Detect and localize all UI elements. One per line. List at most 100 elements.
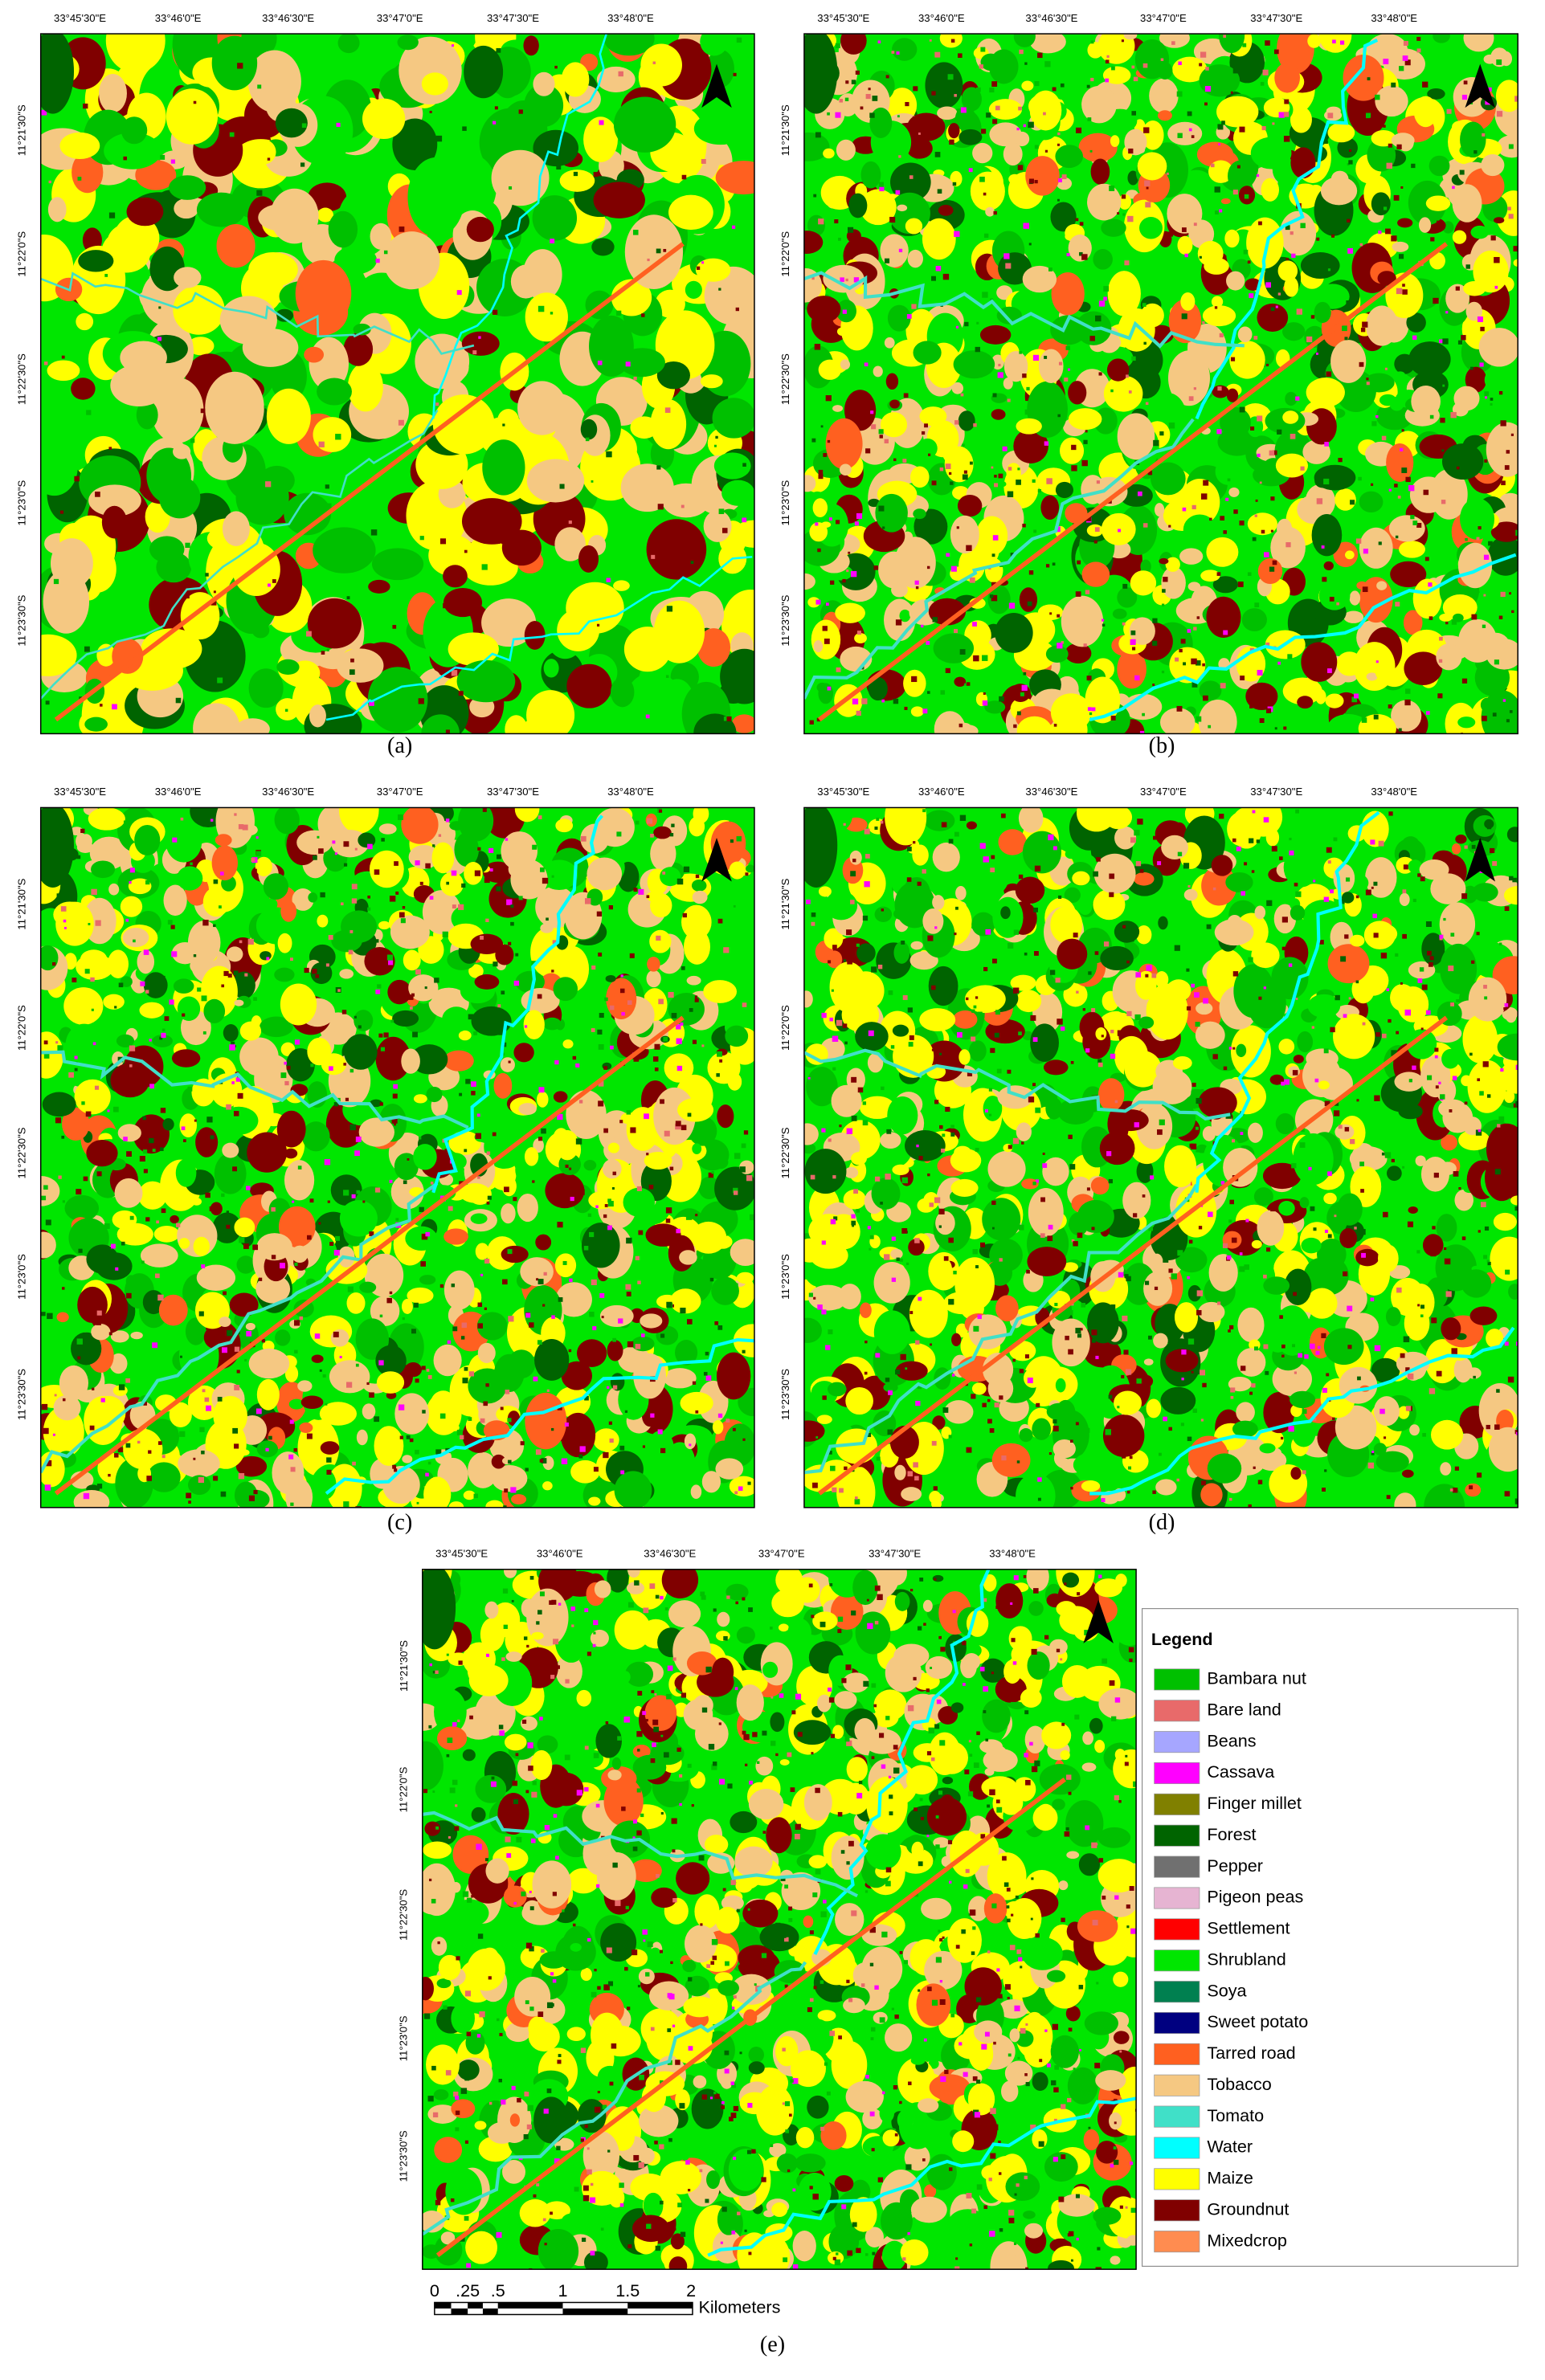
map-pixel — [992, 393, 997, 398]
map-pixel — [1071, 465, 1077, 472]
map-patch — [1119, 484, 1153, 507]
map-pixel — [1437, 693, 1443, 699]
map-patch — [356, 1429, 368, 1446]
map-patch — [1090, 1177, 1110, 1195]
map-pixel — [692, 1381, 697, 1385]
map-pixel — [1239, 126, 1245, 133]
map-pixel — [679, 47, 683, 51]
map-patch — [130, 1331, 143, 1340]
map-pixel — [564, 1422, 569, 1427]
map-patch — [692, 1143, 702, 1154]
map-patch — [1429, 155, 1450, 177]
map-patch — [1460, 498, 1495, 540]
map-patch — [991, 1443, 1031, 1477]
map-pixel — [160, 1147, 164, 1151]
map-pixel — [630, 1127, 636, 1133]
map-pixel — [57, 1045, 63, 1051]
map-pixel — [997, 372, 1003, 378]
map-pixel — [125, 918, 129, 922]
map-pixel — [375, 989, 381, 994]
map-pixel — [601, 1316, 604, 1319]
map-patch — [1257, 1210, 1285, 1246]
map-pixel — [1332, 39, 1336, 44]
map-pixel — [157, 1294, 164, 1301]
map-patch — [1201, 866, 1237, 906]
map-pixel — [388, 960, 394, 965]
map-patch — [1481, 153, 1505, 177]
map-pixel — [695, 1410, 699, 1414]
map-pixel — [1398, 728, 1402, 732]
map-patch — [596, 66, 636, 92]
map-patch — [494, 1353, 525, 1393]
map-patch — [346, 1292, 366, 1314]
map-patch — [1102, 66, 1131, 84]
map-patch — [1226, 388, 1239, 402]
river — [40, 271, 475, 355]
map-pixel — [608, 905, 613, 910]
map-pixel — [1411, 163, 1416, 169]
map-pixel — [1168, 1268, 1173, 1273]
map-pixel — [1184, 253, 1188, 258]
map-pixel — [881, 699, 885, 703]
map-pixel — [1024, 409, 1031, 415]
y-tick-label: 11°22'30"S — [16, 1127, 28, 1178]
map-pixel — [1283, 136, 1290, 142]
map-pixel — [897, 115, 900, 118]
map-pixel — [612, 1337, 617, 1342]
map-pixel — [675, 1123, 681, 1130]
map-pixel — [983, 692, 986, 696]
map-pixel — [206, 1117, 213, 1123]
map-pixel — [902, 459, 907, 463]
map-patch — [321, 1053, 347, 1076]
map-pixel — [229, 1044, 235, 1051]
map-pixel — [422, 1410, 426, 1414]
map-patch — [1402, 836, 1420, 851]
map-pixel — [315, 974, 319, 978]
map-patch — [1220, 406, 1252, 438]
map-patch — [634, 1487, 646, 1503]
map-pixel — [827, 439, 831, 443]
map-patch — [868, 676, 888, 701]
map-pixel — [1079, 222, 1084, 226]
map-pixel — [190, 439, 195, 443]
map-pixel — [201, 1264, 206, 1268]
map-pixel — [1355, 538, 1362, 544]
map-patch — [1487, 536, 1518, 576]
map-pixel — [1196, 716, 1202, 722]
panel-label: (b) — [1149, 733, 1175, 758]
map-pixel — [354, 1150, 360, 1157]
map-patch — [51, 692, 71, 705]
map-pixel — [525, 1312, 531, 1318]
map-patch — [903, 669, 926, 697]
map-pixel — [1513, 246, 1518, 252]
map-pixel — [922, 708, 928, 714]
map-patch — [1481, 690, 1518, 734]
map-pixel — [1495, 298, 1499, 302]
map-patch — [1433, 34, 1450, 43]
map-pixel — [126, 1151, 132, 1157]
map-patch — [161, 1011, 178, 1027]
map-pixel — [226, 1210, 229, 1214]
river — [325, 555, 753, 721]
map-patch — [1365, 305, 1399, 346]
map-pixel — [256, 190, 263, 196]
map-pixel — [536, 1278, 539, 1281]
map-patch — [1062, 1262, 1078, 1272]
map-pixel — [1085, 590, 1090, 594]
map-pixel — [1261, 437, 1265, 442]
map-pixel — [878, 182, 885, 187]
map-pixel — [407, 994, 414, 1000]
map-patch — [1290, 147, 1316, 179]
map-patch — [890, 1248, 903, 1259]
map-pixel — [471, 1081, 476, 1087]
map-pixel — [1223, 530, 1227, 534]
map-pixel — [1404, 688, 1411, 694]
map-pixel — [1203, 480, 1209, 486]
map-pixel — [557, 1222, 563, 1228]
map-pixel — [81, 1101, 85, 1105]
map-patch — [461, 331, 500, 356]
map-pixel — [182, 1139, 186, 1142]
map-pixel — [1094, 527, 1100, 533]
map-pixel — [999, 696, 1004, 702]
map-patch — [1335, 1405, 1377, 1450]
